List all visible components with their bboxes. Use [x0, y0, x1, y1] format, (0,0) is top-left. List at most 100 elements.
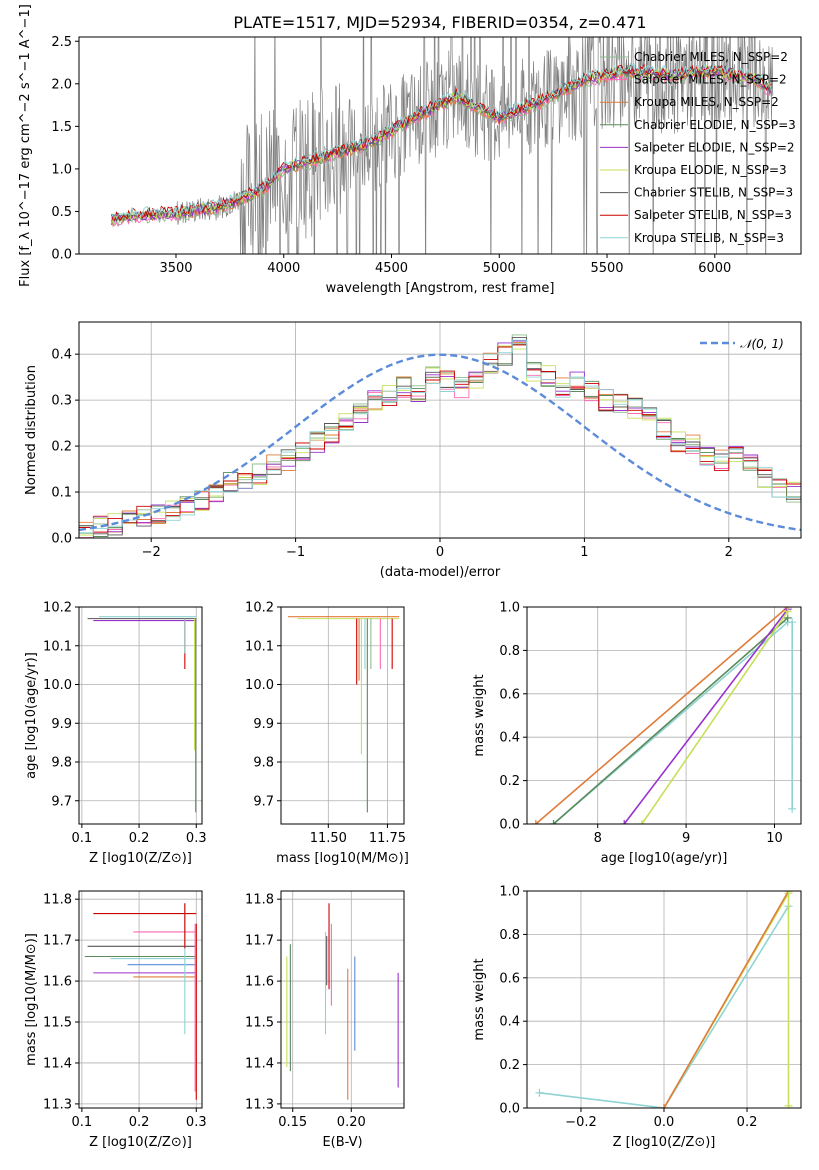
y-tick-label: 9.8	[51, 756, 72, 771]
x-tick-label: 0.20	[337, 1115, 366, 1130]
y-tick-label: 11.8	[245, 893, 274, 908]
legend-entry-5: Kroupa ELODIE, N_SSP=3	[634, 163, 787, 177]
legend-entry-8: Kroupa STELIB, N_SSP=3	[634, 231, 784, 245]
y-axis-label: mass weight	[472, 958, 487, 1040]
x-tick-label: 5500	[590, 261, 623, 276]
plot-area	[110, 37, 774, 254]
y-tick-label: 0.0	[51, 532, 72, 547]
weight-line-3	[623, 608, 789, 824]
y-tick-label: 0.4	[499, 1015, 520, 1030]
chart-age_vs_Z: 0.1 0.2 0.3 9.7 9.8 9.9 10.0 10.1 10.2 Z [log10(Z…	[24, 601, 207, 867]
y-tick-label: 1.0	[499, 601, 520, 616]
chart-mass_vs_ebv: 0.15 0.20 11.3 11.4 11.5 11.6 11.7 11.8 E(B-V)	[245, 890, 405, 1150]
x-tick-label: 2	[725, 545, 733, 560]
weight-line-2	[552, 617, 789, 824]
chart-spectrum: Chabrier MILES, N_SSP=2 Salpeter MILES, N…	[18, 4, 802, 296]
weight-marker-2-0	[660, 1104, 668, 1108]
y-tick-label: 0.0	[499, 818, 520, 833]
chart-weight_vs_age: 8 9 10 0.0 0.2 0.4 0.6 0.8 1.0 age [log10(age/yr)…	[472, 601, 802, 866]
weight-marker-3-0	[620, 820, 629, 824]
y-tick-label: 1.0	[499, 885, 520, 900]
y-tick-label: 9.8	[253, 756, 274, 771]
weight-marker-0-0	[531, 820, 540, 824]
y-tick-label: 0.0	[51, 248, 72, 263]
x-tick-label: 0.0	[654, 1115, 675, 1130]
x-tick-label: 0.1	[72, 1115, 93, 1130]
x-tick-label: 5000	[483, 261, 516, 276]
plot-area	[87, 616, 197, 813]
y-tick-label: 1.0	[51, 162, 72, 177]
axes-frame	[78, 36, 802, 255]
x-tick-label: 0.2	[129, 831, 150, 846]
histogram-step-3	[79, 343, 801, 537]
legend-entry-1: Salpeter MILES, N_SSP=2	[634, 73, 787, 87]
plot-area	[84, 903, 197, 1100]
weight-marker-3-1	[784, 891, 793, 895]
y-tick-label: 0.0	[499, 1102, 520, 1117]
x-tick-label: 0.2	[129, 1115, 150, 1130]
histogram-step-4	[79, 340, 801, 538]
histogram-step-0	[79, 334, 801, 534]
x-tick-label: 0.3	[186, 1115, 207, 1130]
legend-entry-0: Chabrier MILES, N_SSP=2	[634, 50, 788, 64]
y-axis-label: age [log10(age/yr)]	[24, 652, 39, 779]
x-tick-label: −0.2	[565, 1115, 597, 1130]
legend-entry-6: Chabrier STELIB, N_SSP=3	[634, 186, 793, 200]
y-tick-label: 1.5	[51, 120, 72, 135]
axes-frame	[78, 890, 203, 1109]
x-axis-label: Z [log10(Z/Z⊙)]	[613, 1135, 716, 1150]
y-tick-label: 0.8	[499, 928, 520, 943]
y-tick-label: 11.8	[43, 893, 72, 908]
chart-mass_vs_Z: 0.1 0.2 0.3 11.3 11.4 11.5 11.6 11.7 11.8 Z [log1…	[24, 890, 207, 1150]
weight-marker-5-0	[788, 804, 797, 813]
y-axis-label: Normed distribution	[24, 365, 39, 495]
y-axis-label: mass [log10(M/M⊙)]	[24, 933, 39, 1066]
x-tick-label: 6000	[698, 261, 731, 276]
chart-age_vs_mass: 11.50 11.75 9.7 9.8 9.9 10.0 10.1 10.2 mass [log…	[245, 601, 409, 867]
legend-entry-4: Salpeter ELODIE, N_SSP=2	[634, 140, 795, 154]
y-tick-label: 10.1	[245, 639, 274, 654]
axes-frame	[280, 606, 405, 825]
y-tick-label: 11.4	[245, 1056, 274, 1071]
plot-area	[535, 891, 793, 1108]
weight-line-0	[539, 905, 790, 1108]
x-tick-label: 3500	[159, 261, 192, 276]
y-tick-label: 9.9	[253, 717, 274, 732]
y-tick-label: 11.6	[43, 975, 72, 990]
y-tick-label: 9.7	[51, 794, 72, 809]
y-tick-label: 2.0	[51, 77, 72, 92]
weight-marker-4-0	[637, 820, 646, 824]
chart-weight_vs_Z: −0.2 0.0 0.2 0.0 0.2 0.4 0.6 0.8 1.0 Z [log10(Z/Z…	[472, 885, 802, 1150]
x-tick-label: −1	[286, 545, 305, 560]
x-tick-label: 10	[766, 831, 783, 846]
y-tick-label: 10.1	[43, 639, 72, 654]
x-tick-label: 9	[682, 831, 690, 846]
weight-line-2	[663, 891, 790, 1108]
axes-frame	[280, 890, 405, 1109]
y-tick-label: 0.6	[499, 687, 520, 702]
x-tick-label: 4000	[267, 261, 300, 276]
plot-area	[288, 616, 400, 813]
axes-frame	[78, 606, 203, 825]
y-tick-label: 0.5	[51, 205, 72, 220]
histogram-step-8	[79, 339, 801, 534]
plot-area	[286, 903, 399, 1100]
legend-entry-normal: 𝒩(0, 1)	[740, 337, 784, 351]
x-axis-label: E(B-V)	[322, 1135, 362, 1150]
y-tick-label: 11.6	[245, 975, 274, 990]
figure-title: PLATE=1517, MJD=52934, FIBERID=0354, z=0…	[233, 13, 646, 32]
y-tick-label: 10.0	[245, 678, 274, 693]
legend-entry-2: Kroupa MILES, N_SSP=2	[634, 95, 779, 109]
y-tick-label: 0.2	[499, 774, 520, 789]
x-tick-label: 0.15	[278, 1115, 307, 1130]
y-tick-label: 0.2	[499, 1058, 520, 1073]
x-axis-label: (data-model)/error	[380, 565, 501, 580]
y-tick-label: 10.0	[43, 678, 72, 693]
weight-marker-4-1	[783, 607, 792, 616]
y-tick-label: 0.4	[51, 348, 72, 363]
weight-marker-0-0	[535, 1088, 544, 1097]
x-tick-label: 0.3	[186, 831, 207, 846]
x-tick-label: 11.50	[310, 831, 347, 846]
x-tick-label: 0.1	[72, 831, 93, 846]
x-tick-label: 0	[436, 545, 444, 560]
